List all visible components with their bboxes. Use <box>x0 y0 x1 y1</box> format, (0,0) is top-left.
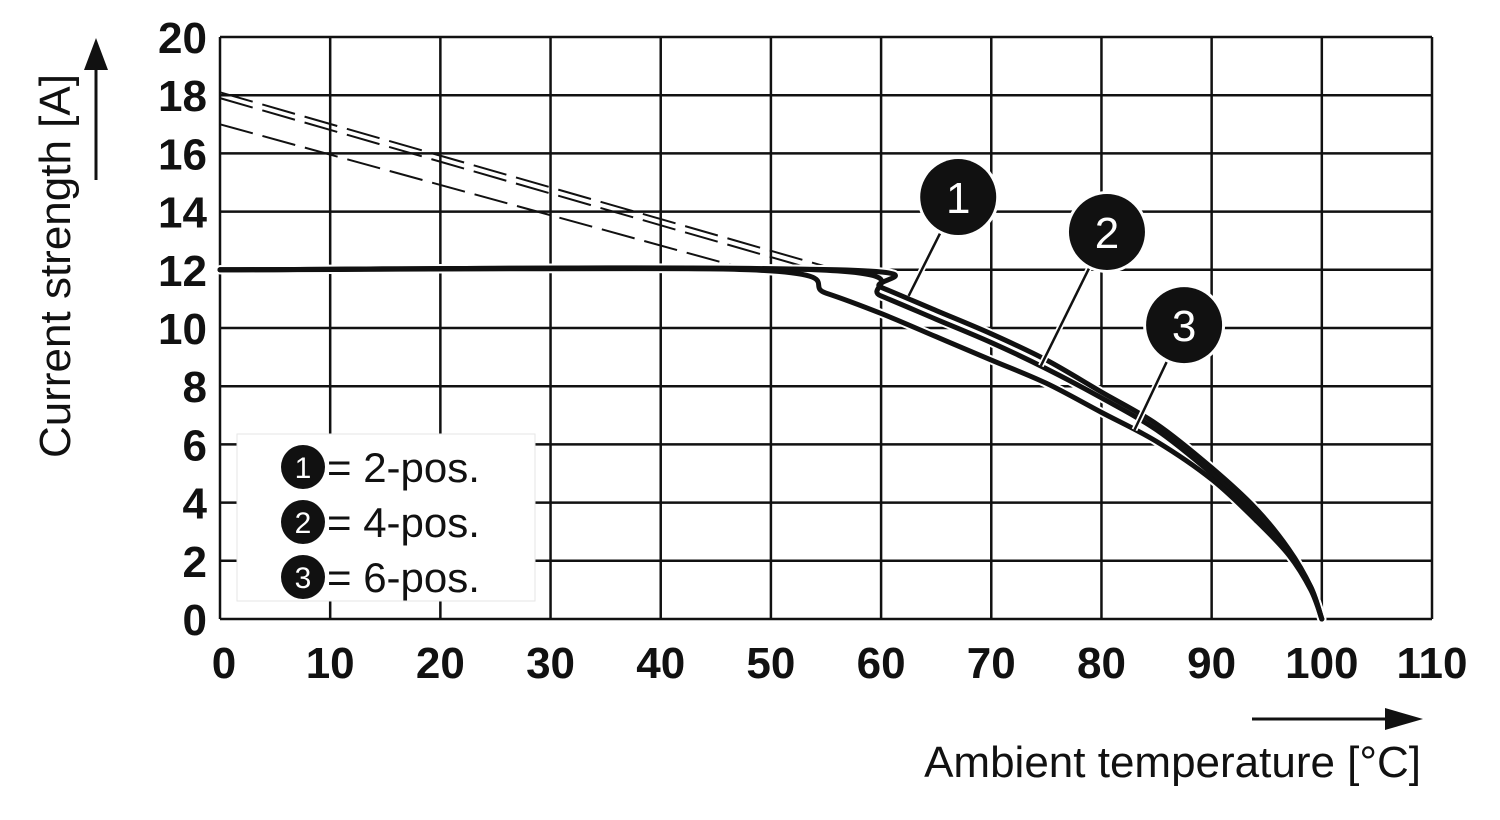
x-tick-label: 70 <box>967 639 1016 688</box>
legend-marker-number: 2 <box>295 507 312 540</box>
legend-marker-number: 3 <box>295 562 312 595</box>
legend-entry-label: = 6-pos. <box>327 554 480 601</box>
legend-items: 1 = 2-pos. 2 = 4-pos. 3 = 6-pos. <box>281 444 480 601</box>
y-tick-label: 14 <box>158 189 207 238</box>
y-tick-labels: 0 2 4 6 8 10 12 14 16 18 20 <box>158 14 207 645</box>
x-tick-label: 80 <box>1077 639 1126 688</box>
x-axis-arrow-icon <box>1252 708 1423 730</box>
callout-number: 3 <box>1172 302 1196 351</box>
callout-leader-1 <box>907 230 943 297</box>
x-tick-label: 100 <box>1285 639 1358 688</box>
series-line-2 <box>217 265 1325 622</box>
legend-entry-label: = 4-pos. <box>327 499 480 546</box>
legend-marker-3 <box>281 555 325 599</box>
extrapolation-line-2 <box>219 97 816 271</box>
series-callouts: 1 2 3 <box>905 156 1226 432</box>
y-tick-label: 12 <box>158 247 207 296</box>
y-tick-label: 20 <box>158 14 207 63</box>
series-line-3 <box>217 265 1325 622</box>
x-tick-label: 0 <box>212 639 236 688</box>
x-tick-label: 90 <box>1187 639 1236 688</box>
callout-number: 1 <box>946 174 970 223</box>
legend: 1 = 2-pos. 2 = 4-pos. 3 = 6-pos. <box>236 433 536 602</box>
y-tick-label: 2 <box>183 538 207 587</box>
x-tick-label: 10 <box>306 639 355 688</box>
legend-marker-number: 1 <box>295 452 312 485</box>
y-tick-label: 10 <box>158 305 207 354</box>
x-tick-labels: 0 10 20 30 40 50 60 70 80 90 100 110 <box>212 639 1468 688</box>
y-tick-label: 18 <box>158 72 207 121</box>
x-tick-label: 50 <box>746 639 795 688</box>
x-tick-label: 20 <box>416 639 465 688</box>
y-axis-title: Current strength [A] <box>31 74 80 458</box>
y-tick-label: 0 <box>183 596 207 645</box>
x-tick-label: 40 <box>636 639 685 688</box>
callout-leader-3 <box>1133 358 1169 431</box>
legend-entry-label: = 2-pos. <box>327 444 480 491</box>
callout-marker-1 <box>920 159 997 236</box>
y-tick-label: 4 <box>183 480 208 529</box>
chart-grid <box>218 35 1434 621</box>
extrapolation-lines <box>219 91 838 271</box>
x-tick-label: 110 <box>1397 639 1468 688</box>
x-tick-label: 60 <box>857 639 906 688</box>
y-axis-arrow-icon <box>84 38 108 180</box>
extrapolation-line-3 <box>219 123 750 271</box>
extrapolation-line-1 <box>219 91 838 271</box>
callout-number: 2 <box>1095 209 1119 258</box>
callout-marker-3 <box>1146 287 1223 364</box>
y-tick-label: 6 <box>183 421 207 470</box>
callout-marker-2 <box>1068 193 1145 270</box>
legend-marker-2 <box>281 500 325 544</box>
x-axis-title: Ambient temperature [°C] <box>924 738 1421 787</box>
y-tick-label: 16 <box>158 130 207 179</box>
legend-marker-1 <box>281 445 325 489</box>
callout-leader-2 <box>1039 265 1092 367</box>
x-tick-label: 30 <box>526 639 575 688</box>
y-tick-label: 8 <box>183 363 207 412</box>
